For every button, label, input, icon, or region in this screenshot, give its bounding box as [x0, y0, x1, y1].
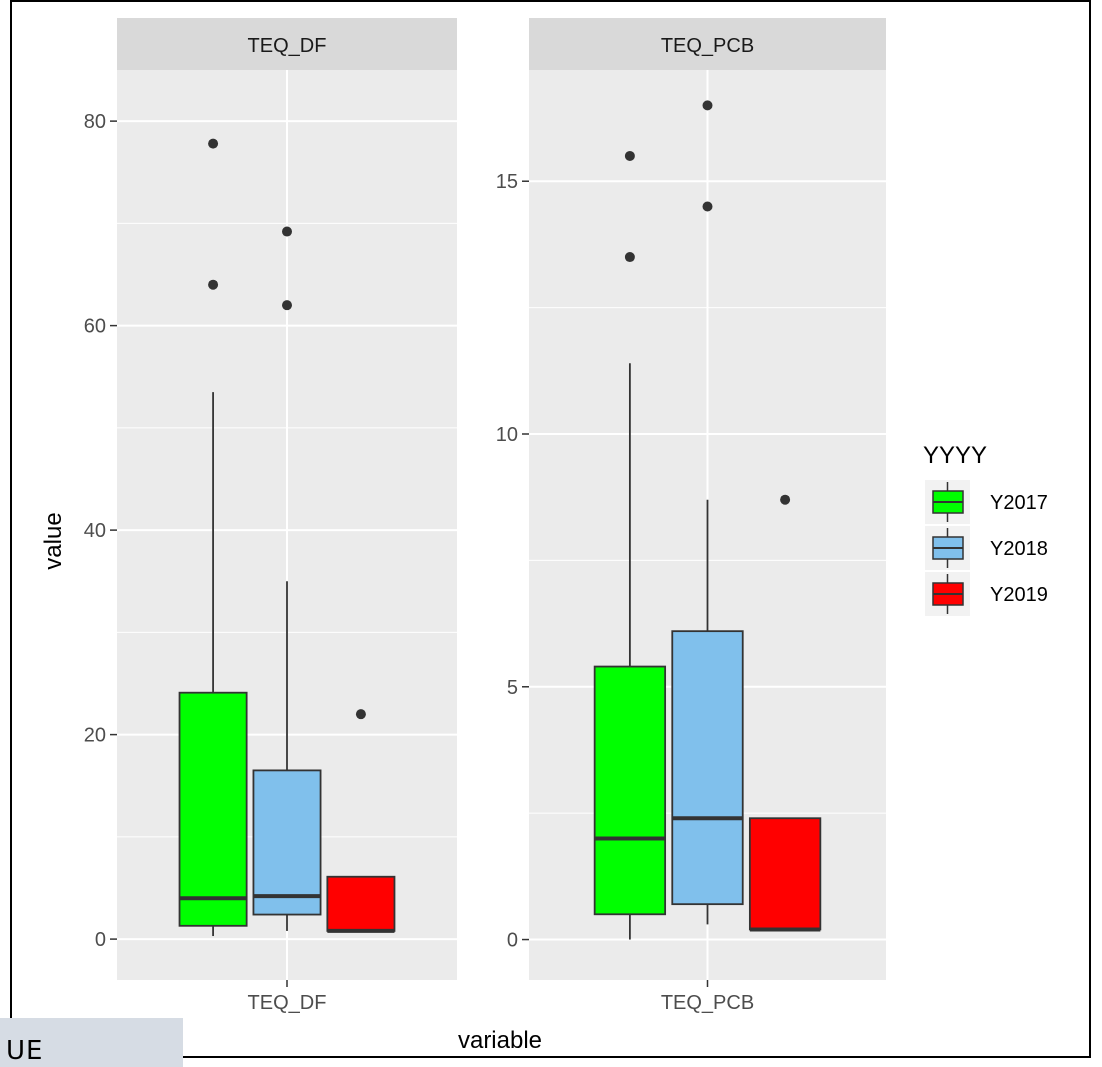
panel-2: TEQ_PCB 0 5 10 15 TEQ_PCB: [496, 18, 886, 1014]
outlier-point: [282, 226, 292, 237]
legend-item-y2017: Y2017: [925, 480, 1048, 524]
outlier-point: [702, 201, 713, 212]
box-y2018: [671, 100, 744, 925]
panels-layer: TEQ_DF020406080TEQ_DFTEQ_PCB051015TEQ_PC…: [84, 18, 886, 1014]
box-y2017: [593, 150, 667, 940]
outlier-point: [624, 252, 635, 263]
outlier-point: [702, 100, 713, 111]
corner-tab: UE: [0, 1018, 183, 1067]
y-tick-label: 60: [84, 316, 106, 338]
x-tick-label: TEQ_PCB: [661, 992, 754, 1014]
y-tick-label: 10: [496, 424, 518, 446]
strip-background: [117, 18, 457, 70]
legend-item-label: Y2018: [990, 538, 1048, 560]
box-y2019: [326, 709, 396, 933]
strip-background: [529, 18, 886, 70]
box-body: [178, 691, 248, 927]
legend-item-label: Y2017: [990, 492, 1048, 514]
panel-1: TEQ_DF 0 20 40 60 80 TEQ_DF: [84, 18, 457, 1014]
legend-title: YYYY: [923, 442, 987, 469]
outlier-point: [208, 279, 219, 290]
y-tick-label: 15: [496, 171, 518, 193]
legend-item-y2018: Y2018: [925, 526, 1048, 570]
y-tick-label: 0: [95, 929, 106, 951]
y-tick-label: 80: [84, 111, 106, 133]
legend-keys: Y2017 Y2018 Y2019: [925, 480, 1048, 616]
outlier-point: [624, 150, 635, 161]
outlier-point: [208, 138, 219, 149]
legend: YYYY Y2017 Y2018 Y2019: [918, 440, 1078, 620]
corner-tab-label: UE: [6, 1036, 44, 1066]
box-body: [671, 630, 744, 906]
box-body: [748, 817, 822, 931]
box-body: [326, 875, 396, 932]
x-tick-label: TEQ_DF: [248, 992, 327, 1014]
outlier-point: [780, 494, 791, 505]
y-tick-label: 20: [84, 725, 106, 747]
y-tick-label: 0: [507, 930, 518, 952]
box-y2017: [178, 138, 248, 937]
box-y2018: [252, 226, 322, 931]
outlier-point: [282, 300, 292, 311]
legend-item-label: Y2019: [990, 584, 1048, 606]
y-tick-label: 40: [84, 520, 106, 542]
box-body: [252, 769, 322, 916]
box-y2019: [748, 494, 822, 932]
outlier-point: [355, 709, 366, 720]
legend-item-y2019: Y2019: [925, 572, 1048, 616]
y-axis-title: value: [40, 512, 67, 569]
box-body: [593, 665, 667, 916]
strip-label: TEQ_DF: [248, 35, 327, 57]
x-axis-title: variable: [458, 1027, 542, 1054]
strip-label: TEQ_PCB: [661, 35, 754, 57]
y-tick-label: 5: [507, 677, 518, 699]
